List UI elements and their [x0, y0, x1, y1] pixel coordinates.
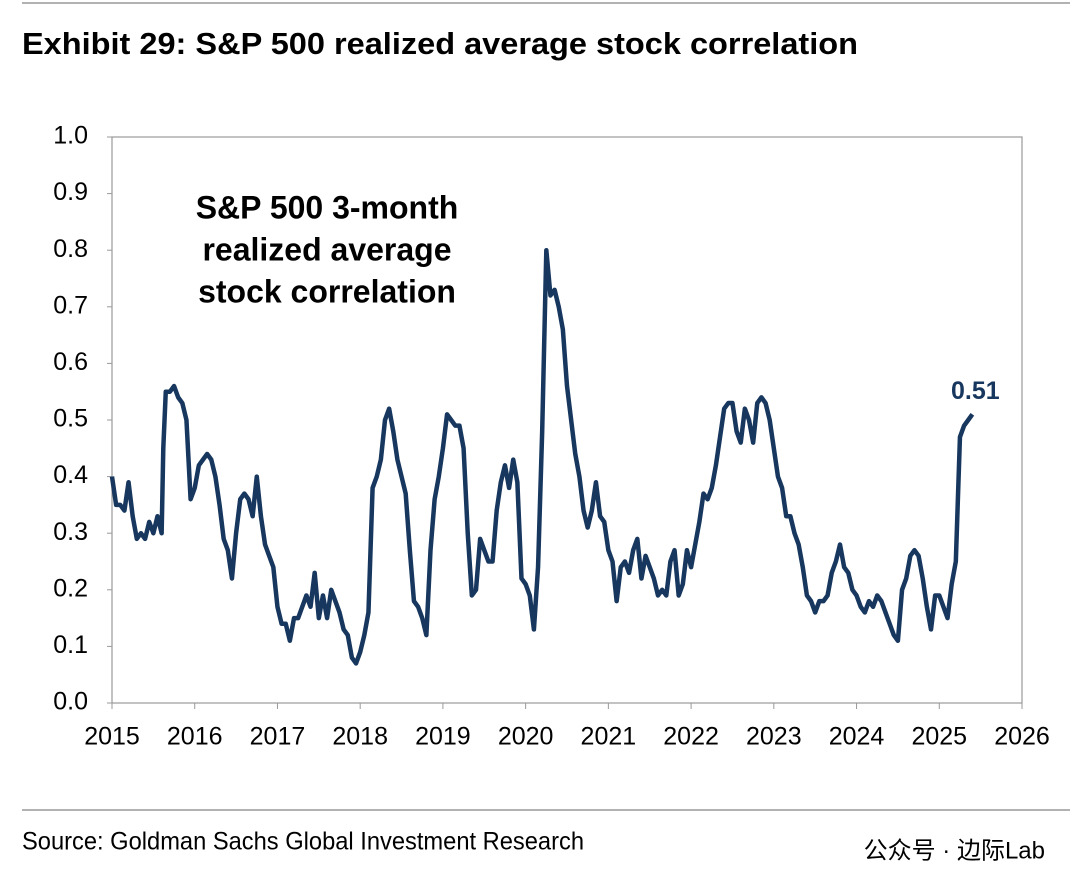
x-tick-label: 2020 — [498, 723, 554, 751]
source-note: Source: Goldman Sachs Global Investment … — [22, 828, 584, 856]
x-tick-label: 2026 — [994, 723, 1050, 751]
data-label: 0.51 — [951, 377, 1000, 405]
annotation: stock correlation — [198, 273, 456, 309]
chart-title: Exhibit 29: S&P 500 realized average sto… — [22, 26, 858, 61]
y-tick-label: 0.3 — [53, 518, 88, 546]
y-tick-label: 0.5 — [53, 405, 88, 433]
x-tick-label: 2023 — [746, 723, 802, 751]
x-tick-label: 2016 — [167, 723, 223, 751]
x-tick-label: 2022 — [663, 723, 719, 751]
y-tick-label: 0.7 — [53, 291, 88, 319]
y-tick-label: 1.0 — [53, 122, 88, 150]
x-tick-label: 2025 — [911, 723, 967, 751]
series-line — [109, 247, 975, 666]
y-tick-label: 0.6 — [53, 348, 88, 376]
x-tick-label: 2019 — [415, 723, 471, 751]
x-tick-label: 2021 — [581, 723, 637, 751]
watermark: 公众号 · 边际Lab — [864, 837, 1045, 864]
y-tick-label: 0.2 — [53, 574, 88, 602]
y-tick-label: 0.9 — [53, 178, 88, 206]
x-tick-label: 2015 — [84, 723, 140, 751]
annotation: S&P 500 3-month — [196, 189, 459, 225]
y-tick-label: 0.1 — [53, 631, 88, 659]
annotation: realized average — [202, 231, 451, 267]
y-tick-label: 0.4 — [53, 461, 88, 489]
y-tick-label: 0.0 — [53, 688, 88, 716]
x-tick-label: 2024 — [829, 723, 885, 751]
x-tick-label: 2018 — [332, 723, 388, 751]
y-tick-label: 0.8 — [53, 235, 88, 263]
x-tick-label: 2017 — [250, 723, 306, 751]
